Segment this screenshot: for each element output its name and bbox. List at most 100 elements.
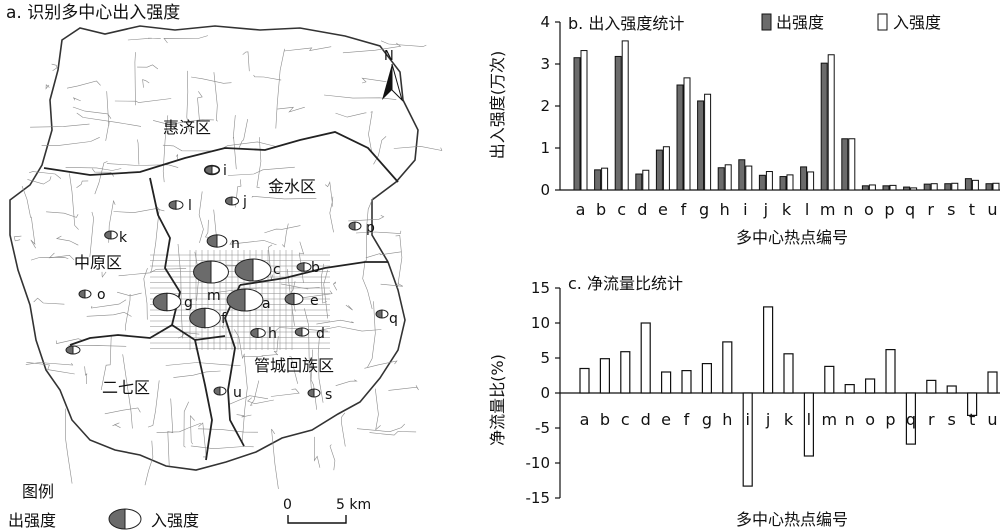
hotspot-label-b: b <box>311 260 320 276</box>
chart-b-bar-out-i <box>738 159 746 191</box>
chart-b-panel: b. 出入强度统计 出强度 入强度 出入强度(万次) 多中心热点编号 0 1 2 3 4… <box>488 13 1000 247</box>
hotspot-o: o <box>78 287 106 303</box>
chart-b-xtick-label: b <box>596 200 606 219</box>
chart-b-xtick-label: o <box>864 200 874 219</box>
road-segment <box>342 42 402 54</box>
chart-b-xtick-label: d <box>637 200 647 219</box>
chart-c-xtick-label: o <box>865 410 875 429</box>
chart-b-bar-out-q <box>903 186 911 191</box>
hotspot-r-out-half <box>65 345 74 355</box>
chart-b-title: b. 出入强度统计 <box>568 14 684 33</box>
hotspot-label-u: u <box>233 385 242 401</box>
road-segment <box>242 51 250 72</box>
road-segment <box>127 37 161 41</box>
road-segment <box>162 115 169 183</box>
legend-out-label: 出强度 <box>8 511 56 530</box>
hotspot-label-g: g <box>184 295 193 311</box>
road-segment <box>41 137 100 146</box>
chart-b-bar-out-j <box>758 174 766 191</box>
hotspot-l-out-half <box>168 200 177 210</box>
road-segment <box>236 414 252 418</box>
chart-b-xtick-label: l <box>805 200 809 219</box>
hotspot-c-out-half <box>234 258 254 282</box>
chart-c-xtick-label: u <box>987 410 997 429</box>
chart-c-xtick-label: k <box>784 410 794 429</box>
hotspot-q-in-half <box>381 309 389 319</box>
map-title: a. 识别多中心出入强度 <box>6 3 180 23</box>
hotspot-c-in-half <box>252 258 272 282</box>
hotspot-label-o: o <box>97 287 106 303</box>
chart-b-xtick-label: c <box>617 200 626 219</box>
chart-b-bar-in-p <box>889 184 897 191</box>
chart-b-ylabel: 出入强度(万次) <box>488 51 507 160</box>
hotspot-label-a: a <box>262 296 271 312</box>
hotspot-markers: a b c d e f g h ij k l m n o p q s u <box>65 163 398 403</box>
chart-b-bar-in-r <box>930 183 938 191</box>
chart-b-bar-out-h <box>717 167 725 191</box>
chart-c-xtick-label: i <box>745 410 749 429</box>
road-segment <box>368 111 373 154</box>
road-segment <box>395 235 403 288</box>
chart-b-bar-out-c <box>614 55 622 191</box>
hotspot-label-c: c <box>273 262 281 278</box>
hotspot-d: d <box>294 326 325 342</box>
road-segment <box>26 362 75 375</box>
hotspot-a-in-half <box>244 288 264 312</box>
road-segment <box>65 408 73 484</box>
road-segment <box>25 362 74 366</box>
road-segment <box>137 64 159 70</box>
road-segment <box>273 336 279 356</box>
road-segment <box>270 388 300 397</box>
hotspot-s-in-half <box>313 388 321 398</box>
road-segment <box>356 423 406 433</box>
road-segment <box>232 115 237 170</box>
road-segment <box>190 414 195 445</box>
hotspot-e-out-half <box>284 292 295 306</box>
road-segment <box>348 215 385 222</box>
road-segment <box>373 136 387 165</box>
chart-c-xtick-label: c <box>621 410 630 429</box>
hotspot-label-i: i <box>223 163 227 179</box>
chart-c-xtick-label: j <box>765 410 770 429</box>
road-segment <box>345 304 353 311</box>
road-segment <box>367 301 376 368</box>
hotspot-m-in-half <box>210 260 229 284</box>
chart-c-bar-t <box>966 392 978 416</box>
hotspot-e: e <box>284 292 319 309</box>
chart-b-bar-in-n <box>848 138 856 191</box>
chart-b-ytick-label: 1 <box>540 139 550 157</box>
chart-b-bar-out-g <box>697 100 705 191</box>
hotspot-j-out-half <box>224 196 233 206</box>
road-segment <box>104 407 141 415</box>
hotspot-r-in-half <box>72 345 81 355</box>
road-segment <box>165 362 241 366</box>
hotspot-j-in-half <box>231 196 240 206</box>
road-segment <box>46 211 79 218</box>
chart-c-xtick-label: q <box>906 410 916 429</box>
road-segment <box>335 112 367 118</box>
hotspot-r <box>65 345 81 355</box>
road-segment <box>197 91 203 122</box>
road-segment <box>197 428 259 433</box>
road-segment <box>147 380 160 428</box>
hotspot-c: c <box>234 258 281 282</box>
road-segment <box>118 268 187 277</box>
legend-in-series: 入强度 <box>893 13 941 32</box>
chart-b-xtick-label: t <box>969 200 975 219</box>
road-segment <box>69 173 79 230</box>
chart-c-bar-i <box>742 392 753 487</box>
road-segment <box>21 185 31 218</box>
road-segment <box>55 338 82 344</box>
road-segment <box>375 388 381 431</box>
scale-bar: 0 5 km <box>283 497 371 524</box>
road-segment <box>76 112 142 127</box>
chart-c-ytick-label: -10 <box>526 454 551 472</box>
legend-half-circle-icon <box>108 508 142 530</box>
hotspot-s: s <box>307 387 332 403</box>
chart-b-bar-in-m <box>827 54 835 191</box>
road-segment <box>251 195 317 200</box>
hotspot-h-in-half <box>257 328 266 338</box>
district-label-guancheng: 管城回族区 <box>254 356 334 375</box>
road-segment <box>316 319 354 325</box>
chart-b-bar-in-u <box>992 182 1000 191</box>
